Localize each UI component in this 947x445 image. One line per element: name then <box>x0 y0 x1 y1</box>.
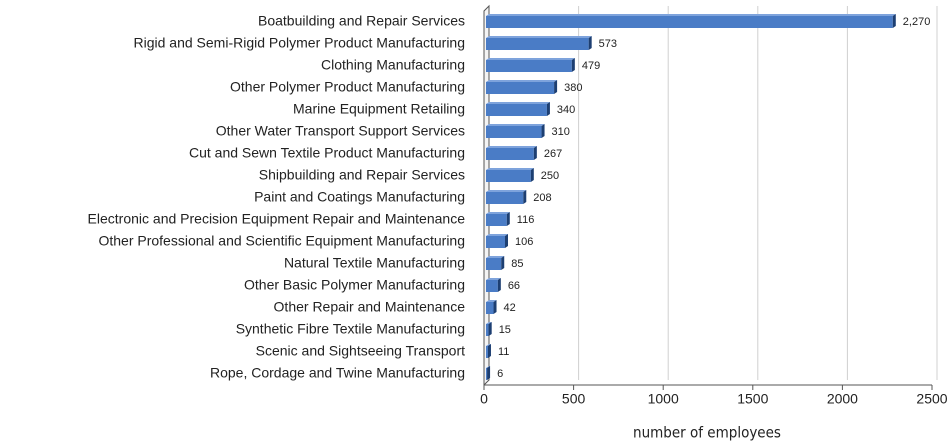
bar-side <box>541 124 545 138</box>
bar-side <box>504 234 508 248</box>
bar-top <box>486 256 505 258</box>
bar-side <box>488 322 492 336</box>
bar <box>486 148 534 160</box>
y-tick-label: Natural Textile Manufacturing <box>284 255 465 271</box>
bar-side <box>571 58 575 72</box>
value-label: 42 <box>504 302 516 314</box>
y-tick-label: Shipbuilding and Repair Services <box>259 167 465 183</box>
bar <box>486 324 489 336</box>
bar <box>486 346 488 358</box>
bar <box>486 192 524 204</box>
bar <box>486 16 893 28</box>
y-tick-label: Other Polymer Product Manufacturing <box>230 79 465 95</box>
y-tick-label: Boatbuilding and Repair Services <box>258 13 465 29</box>
bar-top <box>486 322 492 324</box>
bar-top <box>486 58 575 60</box>
bar-top <box>486 234 508 236</box>
bar <box>486 38 589 50</box>
bar-side <box>892 14 896 28</box>
bar-side <box>506 212 510 226</box>
value-label: 250 <box>541 170 559 182</box>
x-tick-label: 1000 <box>648 391 679 407</box>
bar-side <box>497 278 501 292</box>
y-tick-label: Scenic and Sightseeing Transport <box>256 343 465 359</box>
bar-side <box>533 146 537 160</box>
bar <box>486 126 542 138</box>
y-tick-label: Electronic and Precision Equipment Repai… <box>88 211 466 227</box>
bar <box>486 170 531 182</box>
bar <box>486 82 555 94</box>
bar <box>486 60 572 72</box>
y-tick-label: Other Professional and Scientific Equipm… <box>98 233 465 249</box>
x-tick-label: 2000 <box>827 391 858 407</box>
bar-side <box>588 36 592 50</box>
value-label: 380 <box>564 82 582 94</box>
value-label: 2,270 <box>903 16 931 28</box>
y-tick-label: Marine Equipment Retailing <box>293 101 465 117</box>
bar-top <box>486 36 592 38</box>
bar-side <box>487 366 491 380</box>
value-label: 573 <box>599 38 617 50</box>
value-label: 6 <box>497 368 503 380</box>
y-tick-label: Synthetic Fibre Textile Manufacturing <box>236 321 465 337</box>
bar <box>486 280 498 292</box>
bar-side <box>501 256 505 270</box>
value-label: 340 <box>557 104 575 116</box>
y-tick-label: Cut and Sewn Textile Product Manufacturi… <box>189 145 465 161</box>
x-tick-label: 500 <box>562 391 586 407</box>
bar <box>486 368 488 380</box>
bar <box>486 104 547 116</box>
x-tick-label: 1500 <box>737 391 768 407</box>
bar-top <box>486 300 497 302</box>
bar-top <box>486 190 527 192</box>
bar <box>486 258 502 270</box>
value-label: 11 <box>498 346 509 358</box>
value-label: 310 <box>552 126 570 138</box>
bar-top <box>486 278 501 280</box>
value-label: 66 <box>508 280 520 292</box>
bar-top <box>486 124 545 126</box>
y-tick-label: Paint and Coatings Manufacturing <box>254 189 465 205</box>
bar-side <box>523 190 527 204</box>
bar-side <box>546 102 550 116</box>
y-tick-label: Other Water Transport Support Services <box>216 123 465 139</box>
value-label: 15 <box>499 324 511 336</box>
bar-top <box>486 146 537 148</box>
bar-top <box>486 80 558 82</box>
bar-top <box>486 366 491 368</box>
y-tick-label: Clothing Manufacturing <box>321 57 465 73</box>
value-label: 479 <box>582 60 600 72</box>
bar-side <box>487 344 491 358</box>
bar-side <box>554 80 558 94</box>
x-axis-title: number of employees <box>633 424 781 442</box>
bar-top <box>486 344 491 346</box>
value-label: 116 <box>517 214 535 226</box>
bar-top <box>486 168 534 170</box>
y-tick-label: Rigid and Semi-Rigid Polymer Product Man… <box>134 35 465 51</box>
bar-top <box>486 212 510 214</box>
value-label: 85 <box>511 258 523 270</box>
bar-top <box>486 14 896 16</box>
value-label: 208 <box>533 192 551 204</box>
bar-side <box>493 300 497 314</box>
bar <box>486 236 505 248</box>
x-tick-label: 0 <box>480 391 488 407</box>
x-tick-label: 2500 <box>916 391 947 407</box>
bar-side <box>530 168 534 182</box>
y-tick-label: Rope, Cordage and Twine Manufacturing <box>210 365 465 381</box>
y-tick-label: Other Repair and Maintenance <box>274 299 466 315</box>
bar-top <box>486 102 550 104</box>
bar <box>486 302 494 314</box>
y-tick-label: Other Basic Polymer Manufacturing <box>244 277 465 293</box>
value-label: 106 <box>515 236 533 248</box>
value-label: 267 <box>544 148 562 160</box>
bar <box>486 214 507 226</box>
